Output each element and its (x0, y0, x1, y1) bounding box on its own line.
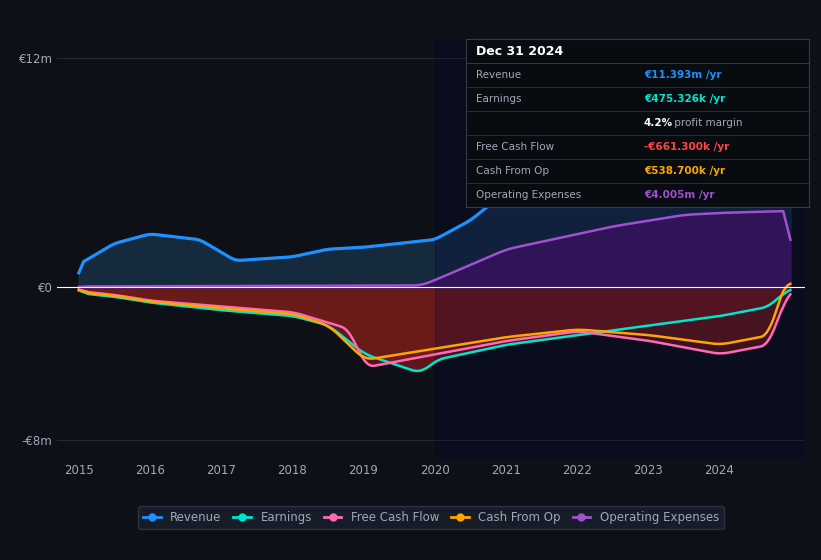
Text: Earnings: Earnings (476, 94, 521, 104)
Bar (434, 39, 821, 459)
Text: Revenue: Revenue (476, 70, 521, 80)
Text: Operating Expenses: Operating Expenses (476, 190, 581, 200)
Text: -€661.300k /yr: -€661.300k /yr (644, 142, 729, 152)
Text: €538.700k /yr: €538.700k /yr (644, 166, 725, 176)
Text: €475.326k /yr: €475.326k /yr (644, 94, 725, 104)
Text: Free Cash Flow: Free Cash Flow (476, 142, 554, 152)
Text: €11.393m /yr: €11.393m /yr (644, 70, 722, 80)
Text: Cash From Op: Cash From Op (476, 166, 548, 176)
Legend: Revenue, Earnings, Free Cash Flow, Cash From Op, Operating Expenses: Revenue, Earnings, Free Cash Flow, Cash … (139, 506, 723, 529)
Text: 4.2%: 4.2% (644, 118, 673, 128)
Text: profit margin: profit margin (672, 118, 743, 128)
Text: Dec 31 2024: Dec 31 2024 (476, 45, 563, 58)
Text: €4.005m /yr: €4.005m /yr (644, 190, 714, 200)
